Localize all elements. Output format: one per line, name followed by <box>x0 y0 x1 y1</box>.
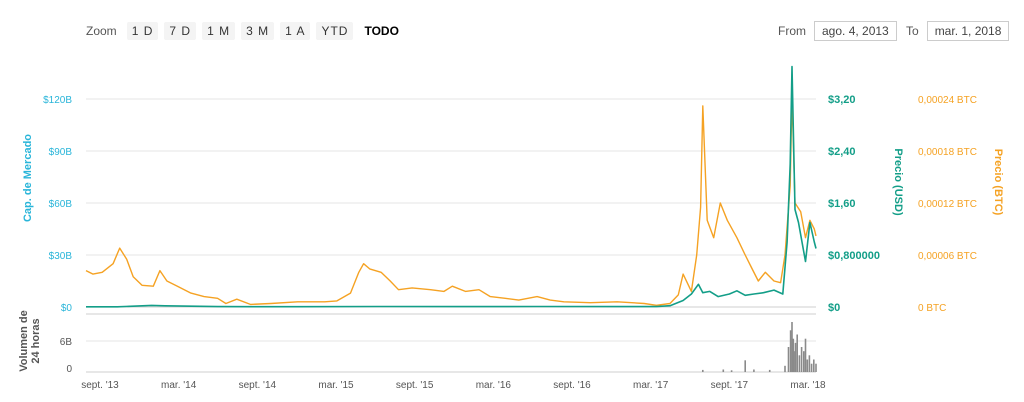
volume-bar <box>808 355 811 372</box>
market-cap-axis-title: Cap. de Mercado <box>22 134 34 222</box>
x-tick-label: mar. '16 <box>476 380 512 391</box>
zoom-3m-button[interactable]: 3 M <box>241 22 275 40</box>
usd-price-line <box>86 65 817 308</box>
usd-tick-label: $1,60 <box>828 198 856 210</box>
zoom-label: Zoom <box>86 24 117 38</box>
usd-tick-label: $2,40 <box>828 146 856 158</box>
btc-tick-label: 0 BTC <box>918 303 946 314</box>
x-tick-label: sept. '15 <box>396 380 434 391</box>
volume-bar <box>804 338 807 372</box>
volume-bar <box>722 369 725 372</box>
usd-axis-title: Precio (USD) <box>892 148 904 216</box>
usd-tick-label: $0,800000 <box>828 250 880 262</box>
market-cap-tick-label: $90B <box>49 147 73 158</box>
btc-price-series <box>85 94 817 306</box>
volume-bar <box>800 347 803 372</box>
volume-bar <box>813 359 815 372</box>
volume-tick-label: 0 <box>66 364 72 375</box>
volume-axis-title-line-1: Volumen de <box>18 310 30 372</box>
volume-bar <box>803 351 805 372</box>
range-to-label: To <box>906 24 919 38</box>
x-tick-label: sept. '17 <box>711 380 749 391</box>
x-tick-label: sept. '14 <box>239 380 277 391</box>
zoom-7d-button[interactable]: 7 D <box>164 22 197 40</box>
volume-bar <box>798 355 801 372</box>
zoom-bar: Zoom 1 D 7 D 1 M 3 M 1 A YTD TODO <box>86 22 404 40</box>
usd-tick-label: $0 <box>828 302 840 314</box>
usd-tick-label: $3,20 <box>828 94 856 106</box>
market-cap-tick-label: $60B <box>49 199 73 210</box>
market-cap-tick-label: $30B <box>49 251 73 262</box>
zoom-1m-button[interactable]: 1 M <box>202 22 236 40</box>
usd-price-series <box>86 65 817 308</box>
zoom-1d-button[interactable]: 1 D <box>126 22 159 40</box>
volume-bar <box>791 322 793 372</box>
x-tick-label: mar. '18 <box>790 380 826 391</box>
grid-lines <box>86 98 816 373</box>
volume-bar <box>702 369 704 372</box>
zoom-1a-button[interactable]: 1 A <box>280 22 311 40</box>
volume-bar <box>753 369 755 372</box>
btc-tick-label: 0,00018 BTC <box>918 147 977 158</box>
volume-bar <box>794 342 797 372</box>
market-cap-tick-label: $0 <box>61 303 73 314</box>
btc-tick-label: 0,00006 BTC <box>918 251 977 262</box>
volume-bar <box>768 369 771 372</box>
zoom-ytd-button[interactable]: YTD <box>316 22 354 40</box>
btc-axis-title: Precio (BTC) <box>992 149 1004 216</box>
volume-bar <box>744 360 746 372</box>
volume-bar <box>787 347 790 372</box>
axes: $0 $30B $60B $90B $120B $0 $0,800000 $1,60 $2,40… <box>43 94 977 391</box>
volume-bar <box>810 363 813 372</box>
range-to: To mar. 1, 2018 <box>906 21 1010 41</box>
volume-bar <box>789 330 792 372</box>
volume-bar <box>793 351 795 372</box>
volume-tick-label: 6B <box>60 337 73 348</box>
range-from-label: From <box>778 24 806 38</box>
x-tick-label: mar. '17 <box>633 380 669 391</box>
volume-series <box>702 322 817 373</box>
volume-axis-title-line-2: 24 horas <box>30 318 42 363</box>
market-cap-tick-label: $120B <box>43 95 72 106</box>
zoom-all-button[interactable]: TODO <box>364 24 399 38</box>
range-to-input[interactable]: mar. 1, 2018 <box>926 21 1010 41</box>
volume-bar <box>796 334 798 372</box>
range-from: From ago. 4, 2013 <box>778 21 897 41</box>
range-from-input[interactable]: ago. 4, 2013 <box>814 21 897 41</box>
x-tick-label: sept. '16 <box>553 380 591 391</box>
volume-bar <box>815 363 817 372</box>
x-tick-label: sept. '13 <box>81 380 119 391</box>
btc-price-line <box>85 94 817 306</box>
x-tick-label: mar. '14 <box>161 380 197 391</box>
volume-axis-title: Volumen de 24 horas <box>18 310 42 372</box>
volume-bar <box>784 365 786 373</box>
btc-tick-label: 0,00012 BTC <box>918 199 977 210</box>
volume-bar <box>730 370 733 372</box>
btc-tick-label: 0,00024 BTC <box>918 95 977 106</box>
volume-bar <box>806 359 809 372</box>
x-tick-label: mar. '15 <box>318 380 354 391</box>
